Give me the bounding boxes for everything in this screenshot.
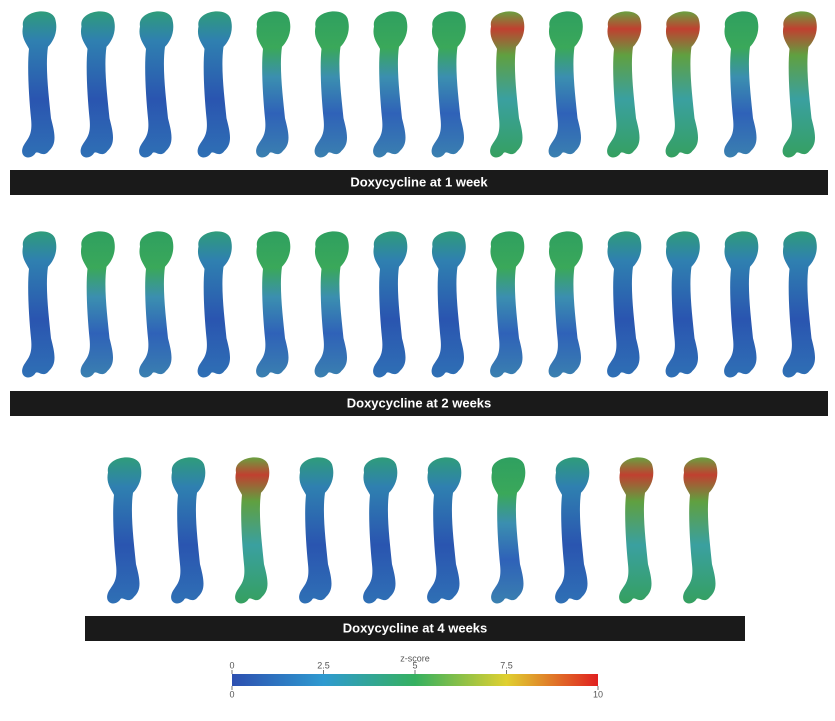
bone <box>666 11 700 157</box>
bone <box>171 457 205 603</box>
bone <box>373 231 407 377</box>
bone <box>256 11 290 157</box>
bone <box>427 457 461 603</box>
bone <box>555 457 589 603</box>
bone <box>666 231 700 377</box>
bone <box>139 231 173 377</box>
panel-label: Doxycycline at 2 weeks <box>347 395 492 410</box>
bone <box>491 457 525 603</box>
bone <box>373 11 407 157</box>
bone <box>107 457 141 603</box>
bone <box>607 11 641 157</box>
bone <box>81 231 115 377</box>
bone <box>432 11 466 157</box>
bone <box>607 231 641 377</box>
colorbar-tick-label: 2.5 <box>317 660 330 670</box>
bone <box>619 457 653 603</box>
colorbar-tick-label: 0 <box>229 660 234 670</box>
bone <box>299 457 333 603</box>
bone <box>22 231 56 377</box>
bone <box>549 11 583 157</box>
bone <box>724 231 758 377</box>
bone <box>783 231 817 377</box>
bone <box>198 231 232 377</box>
colorbar-tick-label: 5 <box>412 660 417 670</box>
colorbar-tick-label: 7.5 <box>500 660 513 670</box>
bone <box>256 231 290 377</box>
colorbar-end-label: 0 <box>229 689 234 699</box>
bone <box>315 11 349 157</box>
figure: Doxycycline at 1 week Doxycycline at 2 w… <box>0 0 835 721</box>
colorbar <box>232 674 598 686</box>
bone <box>139 11 173 157</box>
bone-renderings <box>22 11 817 603</box>
colorbar-end-label: 10 <box>593 689 603 699</box>
panel-label: Doxycycline at 4 weeks <box>343 620 488 635</box>
bone <box>490 11 524 157</box>
bone <box>81 11 115 157</box>
bone <box>683 457 717 603</box>
bone <box>783 11 817 157</box>
bone <box>235 457 269 603</box>
bone <box>198 11 232 157</box>
bone <box>490 231 524 377</box>
bone <box>315 231 349 377</box>
bone <box>363 457 397 603</box>
bone <box>724 11 758 157</box>
panel-label: Doxycycline at 1 week <box>350 174 488 189</box>
bone <box>22 11 56 157</box>
bone <box>549 231 583 377</box>
bone <box>432 231 466 377</box>
